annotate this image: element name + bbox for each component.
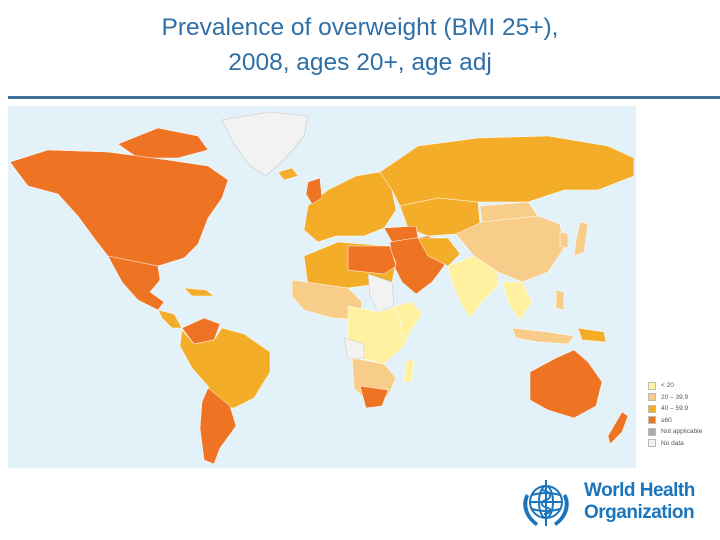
legend-label: < 20	[661, 382, 674, 390]
legend-swatch	[648, 427, 656, 436]
legend-item: < 20	[648, 380, 720, 392]
region-png	[577, 327, 607, 343]
who-emblem-icon	[523, 480, 569, 526]
region-greenland	[221, 111, 309, 177]
region-west-africa	[291, 279, 363, 321]
map-legend: < 20 20 – 39.9 40 – 59.9 ≥60 Not applica…	[648, 380, 720, 449]
region-madagascar	[403, 357, 415, 383]
legend-item: 20 – 39.9	[648, 392, 720, 404]
region-europe	[303, 171, 397, 243]
world-map-svg	[9, 111, 635, 465]
title-divider	[8, 96, 720, 99]
region-japan	[573, 221, 589, 257]
region-central-america	[157, 309, 183, 329]
legend-label: No data	[661, 439, 684, 447]
region-north-america	[9, 149, 229, 267]
legend-item: 40 – 59.9	[648, 403, 720, 415]
legend-item: ≥60	[648, 415, 720, 427]
legend-swatch	[648, 416, 656, 425]
legend-label: Not applicable	[661, 428, 703, 436]
region-southern-cone	[199, 387, 237, 465]
region-iceland	[277, 167, 299, 181]
legend-item: Not applicable	[648, 426, 720, 438]
region-egypt-libya	[347, 245, 397, 275]
region-canada-islands	[117, 127, 209, 159]
region-east-africa	[393, 301, 423, 347]
region-sudan-nodata	[367, 273, 395, 313]
title-line-1: Prevalence of overweight (BMI 25+),	[161, 14, 559, 41]
who-logo: World Health Organization	[516, 472, 716, 532]
world-map	[8, 106, 636, 468]
region-uk	[305, 177, 323, 205]
region-mexico	[107, 255, 165, 311]
legend-item: No data	[648, 438, 720, 450]
who-wordmark-line-1: World Health	[584, 480, 695, 501]
legend-label: ≥60	[661, 416, 672, 424]
region-angola-nodata	[343, 337, 365, 359]
region-philippines	[555, 289, 565, 311]
legend-swatch	[648, 381, 656, 390]
who-wordmark-line-2: Organization	[584, 502, 695, 523]
legend-label: 40 – 59.9	[661, 405, 689, 413]
region-south-asia	[447, 255, 499, 319]
legend-label: 20 – 39.9	[661, 393, 689, 401]
region-south-africa	[359, 385, 389, 409]
region-south-america	[179, 327, 271, 409]
region-iran	[417, 237, 461, 267]
who-wordmark: World Health Organization	[584, 480, 695, 524]
region-indonesia	[511, 327, 575, 345]
region-southeast-asia	[501, 281, 533, 321]
region-caribbean	[183, 287, 215, 297]
region-korea	[559, 231, 569, 249]
region-russia	[379, 135, 635, 207]
legend-swatch	[648, 439, 656, 448]
legend-swatch	[648, 393, 656, 402]
title-line-2: 2008, ages 20+, age adj	[228, 49, 492, 76]
slide-title: Prevalence of overweight (BMI 25+), 2008…	[0, 10, 720, 80]
region-new-zealand	[607, 411, 629, 445]
legend-swatch	[648, 404, 656, 413]
region-australia	[529, 349, 603, 419]
